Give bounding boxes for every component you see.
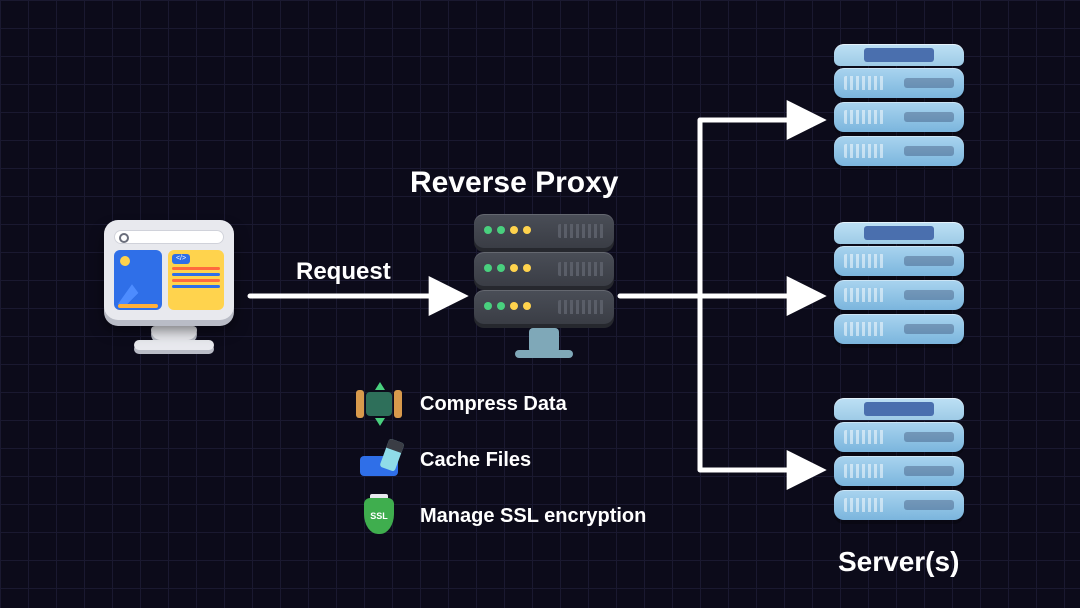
monitor-icon: </> bbox=[104, 220, 234, 320]
feature-label: Manage SSL encryption bbox=[420, 505, 646, 528]
image-tile-icon bbox=[114, 250, 162, 310]
server-unit bbox=[834, 456, 964, 486]
code-tile-icon: </> bbox=[168, 250, 224, 310]
diagram-canvas: </> Reverse Proxy Request bbox=[0, 0, 1080, 608]
ssl-badge-text: SSL bbox=[370, 511, 388, 521]
server-unit bbox=[834, 246, 964, 276]
server-unit bbox=[834, 422, 964, 452]
code-line bbox=[172, 285, 220, 288]
searchbar-icon bbox=[114, 230, 224, 244]
server-unit bbox=[834, 490, 964, 520]
cache-icon bbox=[356, 440, 402, 480]
server-unit bbox=[834, 280, 964, 310]
backend-server-icon bbox=[834, 398, 964, 524]
backend-server-icon bbox=[834, 222, 964, 348]
ssl-shield-icon: SSL bbox=[356, 496, 402, 536]
proxy-unit bbox=[474, 252, 614, 286]
backend-server-icon bbox=[834, 44, 964, 170]
server-unit bbox=[834, 102, 964, 132]
reverse-proxy-icon bbox=[474, 214, 614, 352]
feature-label: Cache Files bbox=[420, 449, 531, 472]
proxy-title: Reverse Proxy bbox=[410, 166, 618, 200]
feature-ssl: SSL Manage SSL encryption bbox=[356, 496, 646, 536]
code-line bbox=[172, 279, 220, 282]
server-unit bbox=[834, 136, 964, 166]
proxy-unit bbox=[474, 214, 614, 248]
proxy-unit bbox=[474, 290, 614, 324]
server-unit bbox=[834, 68, 964, 98]
compress-icon bbox=[356, 384, 402, 424]
feature-cache: Cache Files bbox=[356, 440, 531, 480]
client-computer-icon: </> bbox=[104, 220, 244, 360]
feature-compress: Compress Data bbox=[356, 384, 567, 424]
code-line bbox=[172, 273, 220, 276]
feature-label: Compress Data bbox=[420, 393, 567, 416]
request-label: Request bbox=[296, 258, 391, 286]
code-line bbox=[172, 267, 220, 270]
servers-label: Server(s) bbox=[838, 546, 959, 578]
server-unit bbox=[834, 314, 964, 344]
